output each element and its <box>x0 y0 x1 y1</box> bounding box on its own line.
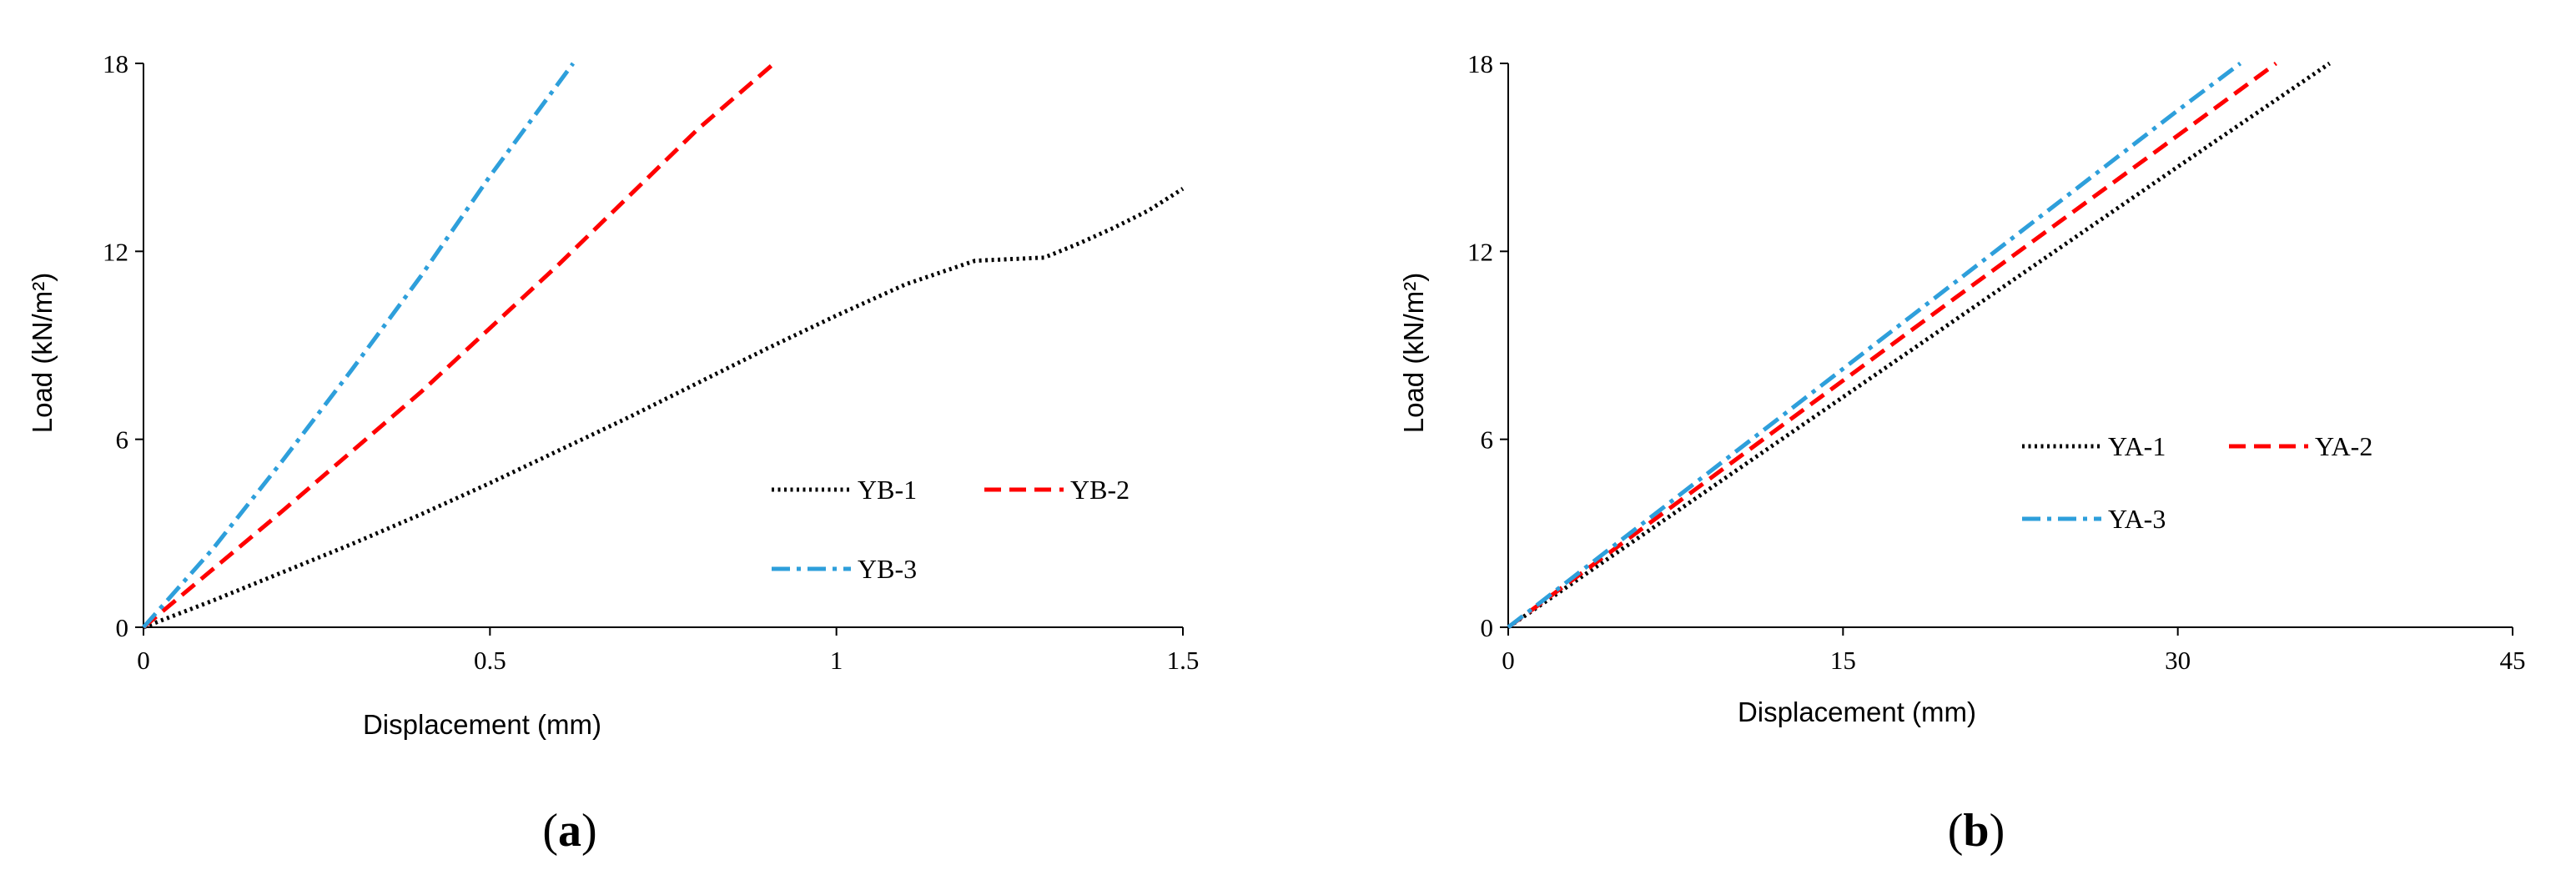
legend-b: YA-1 YA-2 YA-3 <box>2022 431 2372 534</box>
panel-caption-b: (b) <box>1948 805 2005 857</box>
legend-item-ya-2: YA-2 <box>2229 431 2372 461</box>
x-tick-label: 0 <box>1502 646 1515 675</box>
legend-label: YB-3 <box>858 554 917 584</box>
y-tick-label: 6 <box>116 425 129 455</box>
x-tick-label: 1 <box>830 646 843 675</box>
x-tick-label: 45 <box>2500 646 2526 675</box>
y-tick-label: 18 <box>103 49 128 78</box>
y-axis-title: Load (kN/m²) <box>27 273 58 434</box>
x-tick-label: 0 <box>137 646 150 675</box>
legend-label: YA-2 <box>2315 431 2372 461</box>
series-line-yb-3 <box>142 62 576 629</box>
panel-caption-a: (a) <box>542 805 596 857</box>
legend-label: YA-3 <box>2108 504 2166 534</box>
legend-label: YB-2 <box>1070 475 1130 505</box>
y-tick-label: 0 <box>116 613 129 642</box>
series-line-ya-1 <box>1507 61 2332 630</box>
legend-a: YB-1 YB-2 YB-3 <box>772 475 1130 584</box>
x-ticks-b: 0 15 30 45 <box>1502 627 2526 675</box>
series-line-ya-3 <box>1507 62 2242 629</box>
chart-panel-b: 0 6 12 18 0 15 30 45 YA-1 YA-2 YA-3 Displacement… <box>1398 49 2526 857</box>
legend-item-ya-1: YA-1 <box>2022 431 2166 461</box>
x-tick-label: 15 <box>1830 646 1856 675</box>
series-line-yb-1 <box>143 187 1185 630</box>
legend-label: YB-1 <box>858 475 917 505</box>
x-axis-title: Displacement (mm) <box>1738 696 1976 727</box>
legend-item-yb-1: YB-1 <box>772 475 917 505</box>
panel-label-b: b <box>1963 805 1989 857</box>
x-tick-label: 0.5 <box>474 646 506 675</box>
series-line-yb-2 <box>142 62 776 629</box>
y-tick-label: 0 <box>1481 613 1494 642</box>
series-layer-b <box>1507 61 2332 630</box>
series-line-ya-2 <box>1507 61 2277 630</box>
legend-item-yb-2: YB-2 <box>984 475 1130 505</box>
x-tick-label: 1.5 <box>1167 646 1200 675</box>
series-layer-a <box>142 62 1185 630</box>
y-tick-label: 18 <box>1467 49 1493 78</box>
x-axis-title: Displacement (mm) <box>363 709 601 740</box>
legend-item-ya-3: YA-3 <box>2022 504 2166 534</box>
y-ticks-b: 0 6 12 18 <box>1467 49 1508 642</box>
y-ticks-a: 0 6 12 18 <box>103 49 143 642</box>
plot-area-b <box>1507 63 2513 628</box>
y-axis-title: Load (kN/m²) <box>1398 273 1429 434</box>
x-tick-label: 30 <box>2165 646 2191 675</box>
y-tick-label: 6 <box>1481 425 1494 455</box>
y-tick-label: 12 <box>1467 237 1493 266</box>
legend-item-yb-3: YB-3 <box>772 554 917 584</box>
panel-label-a: a <box>558 805 581 857</box>
legend-label: YA-1 <box>2108 431 2166 461</box>
chart-panel-a: 0 6 12 18 0 0.5 1 1.5 YB-1 YB-2 YB-3 Displacemen… <box>27 49 1199 857</box>
x-ticks-a: 0 0.5 1 1.5 <box>137 627 1199 675</box>
plot-area-a <box>143 63 1183 628</box>
y-tick-label: 12 <box>103 237 128 266</box>
